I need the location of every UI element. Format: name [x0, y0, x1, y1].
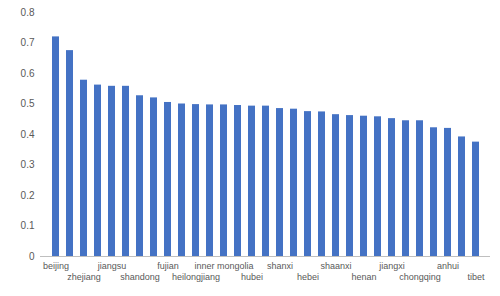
svg-text:0.7: 0.7 [21, 37, 35, 48]
svg-text:hebei: hebei [297, 272, 319, 282]
svg-text:0.1: 0.1 [21, 220, 35, 231]
svg-text:tibet: tibet [467, 272, 485, 282]
svg-text:hubei: hubei [241, 272, 263, 282]
svg-text:jiangxi: jiangxi [378, 261, 405, 271]
svg-text:beijing: beijing [43, 261, 69, 271]
svg-text:inner mongolia: inner mongolia [194, 261, 253, 271]
svg-text:zhejiang: zhejiang [67, 272, 101, 282]
svg-text:shanxi: shanxi [267, 261, 293, 271]
svg-text:chongqing: chongqing [399, 272, 441, 282]
svg-text:0.2: 0.2 [21, 190, 35, 201]
svg-text:henan: henan [351, 272, 376, 282]
svg-text:0.6: 0.6 [21, 68, 35, 79]
svg-text:0.8: 0.8 [21, 7, 35, 18]
svg-text:heilongjiang: heilongjiang [172, 272, 220, 282]
svg-text:fujian: fujian [157, 261, 179, 271]
svg-text:anhui: anhui [437, 261, 459, 271]
svg-text:shandong: shandong [120, 272, 160, 282]
svg-text:0.5: 0.5 [21, 98, 35, 109]
svg-text:0.4: 0.4 [21, 129, 35, 140]
svg-text:shaanxi: shaanxi [320, 261, 351, 271]
svg-text:0.3: 0.3 [21, 159, 35, 170]
svg-text:jiangsu: jiangsu [97, 261, 127, 271]
svg-text:0: 0 [29, 251, 35, 262]
